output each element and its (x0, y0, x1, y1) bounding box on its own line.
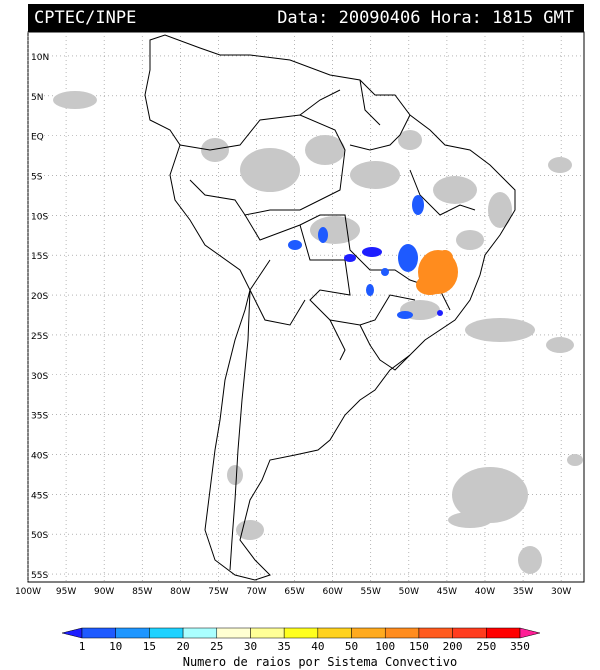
latitude-labels: 10N 5N EQ 5S 10S 15S 20S 25S 30S 35S 40S 45S 50S 55S (31, 53, 49, 581)
lon-label: 35W (513, 587, 533, 597)
color-bar-label: 200 (443, 640, 463, 653)
lon-label: 100W (15, 587, 41, 597)
color-bar-swatch (250, 627, 285, 639)
lightning-clusters (288, 195, 458, 319)
lat-label: 40S (31, 451, 48, 461)
color-bar-swatch (115, 627, 150, 639)
cloud-cover (53, 91, 583, 574)
color-bar-label: 20 (176, 640, 189, 653)
lon-label: 50W (399, 587, 419, 597)
lat-label: 25S (31, 332, 48, 342)
color-bar-title: Numero de raios por Sistema Convectivo (183, 655, 458, 669)
lon-label: 90W (94, 587, 114, 597)
color-bar-swatch (384, 627, 420, 639)
lat-label: 20S (31, 292, 48, 302)
lat-label: 55S (31, 571, 48, 581)
lon-label: 40W (475, 587, 495, 597)
color-bar-swatch (283, 627, 319, 639)
longitude-labels: 100W 95W 90W 85W 80W 75W 70W 65W 60W 55W 50W 45W 40W… (15, 587, 571, 597)
color-bar-label: 250 (476, 640, 496, 653)
color-bar-label: 35 (278, 640, 291, 653)
color-bar-label: 30 (244, 640, 257, 653)
lon-label: 45W (437, 587, 457, 597)
color-bar-label: 10 (109, 640, 122, 653)
lon-label: 65W (284, 587, 304, 597)
map-header: CPTEC/INPE Data: 20090406 Hora: 1815 GMT (28, 4, 584, 32)
color-bar-swatch (519, 627, 541, 639)
lat-label: 10S (31, 212, 48, 222)
color-bar-swatch (418, 627, 453, 639)
lon-label: 60W (322, 587, 342, 597)
color-bar-swatch (317, 627, 352, 639)
lon-label: 75W (208, 587, 228, 597)
color-bar-label: 1 (79, 640, 86, 653)
lat-label: 35S (31, 412, 48, 422)
color-bar-swatch (351, 627, 386, 639)
color-bar-label: 15 (143, 640, 156, 653)
lat-label: 10N (31, 53, 49, 63)
lat-label: 5S (31, 172, 43, 182)
color-bar-label: 150 (409, 640, 429, 653)
header-datetime: Data: 20090406 Hora: 1815 GMT (277, 8, 574, 28)
lat-label: 45S (31, 491, 48, 501)
color-bar-label: 350 (510, 640, 530, 653)
color-bar (61, 627, 541, 639)
color-bar-swatch (81, 627, 116, 639)
color-bar-swatch (452, 627, 487, 639)
color-bar-label: 100 (375, 640, 395, 653)
color-bar-labels: 1 10 15 20 25 30 35 40 50 100 150 200 250 350 (79, 640, 530, 653)
lat-label: 30S (31, 372, 48, 382)
header-source: CPTEC/INPE (34, 8, 137, 28)
lat-label: EQ (31, 133, 44, 143)
color-bar-label: 50 (345, 640, 358, 653)
color-bar-swatch (149, 627, 184, 639)
color-bar-label: 40 (311, 640, 324, 653)
color-bar-swatch (61, 627, 83, 639)
lat-label: 5N (31, 93, 43, 103)
lat-label: 15S (31, 252, 48, 262)
color-bar-swatch (182, 627, 218, 639)
lon-label: 55W (361, 587, 381, 597)
lat-lon-grid (27, 32, 584, 582)
lon-label: 70W (246, 587, 266, 597)
lat-label: 50S (31, 531, 48, 541)
color-bar-swatch (486, 627, 521, 639)
color-bar-swatch (216, 627, 251, 639)
lon-label: 30W (551, 587, 571, 597)
lon-label: 95W (56, 587, 76, 597)
lon-label: 80W (170, 587, 190, 597)
lon-label: 85W (132, 587, 152, 597)
color-bar-label: 25 (210, 640, 223, 653)
